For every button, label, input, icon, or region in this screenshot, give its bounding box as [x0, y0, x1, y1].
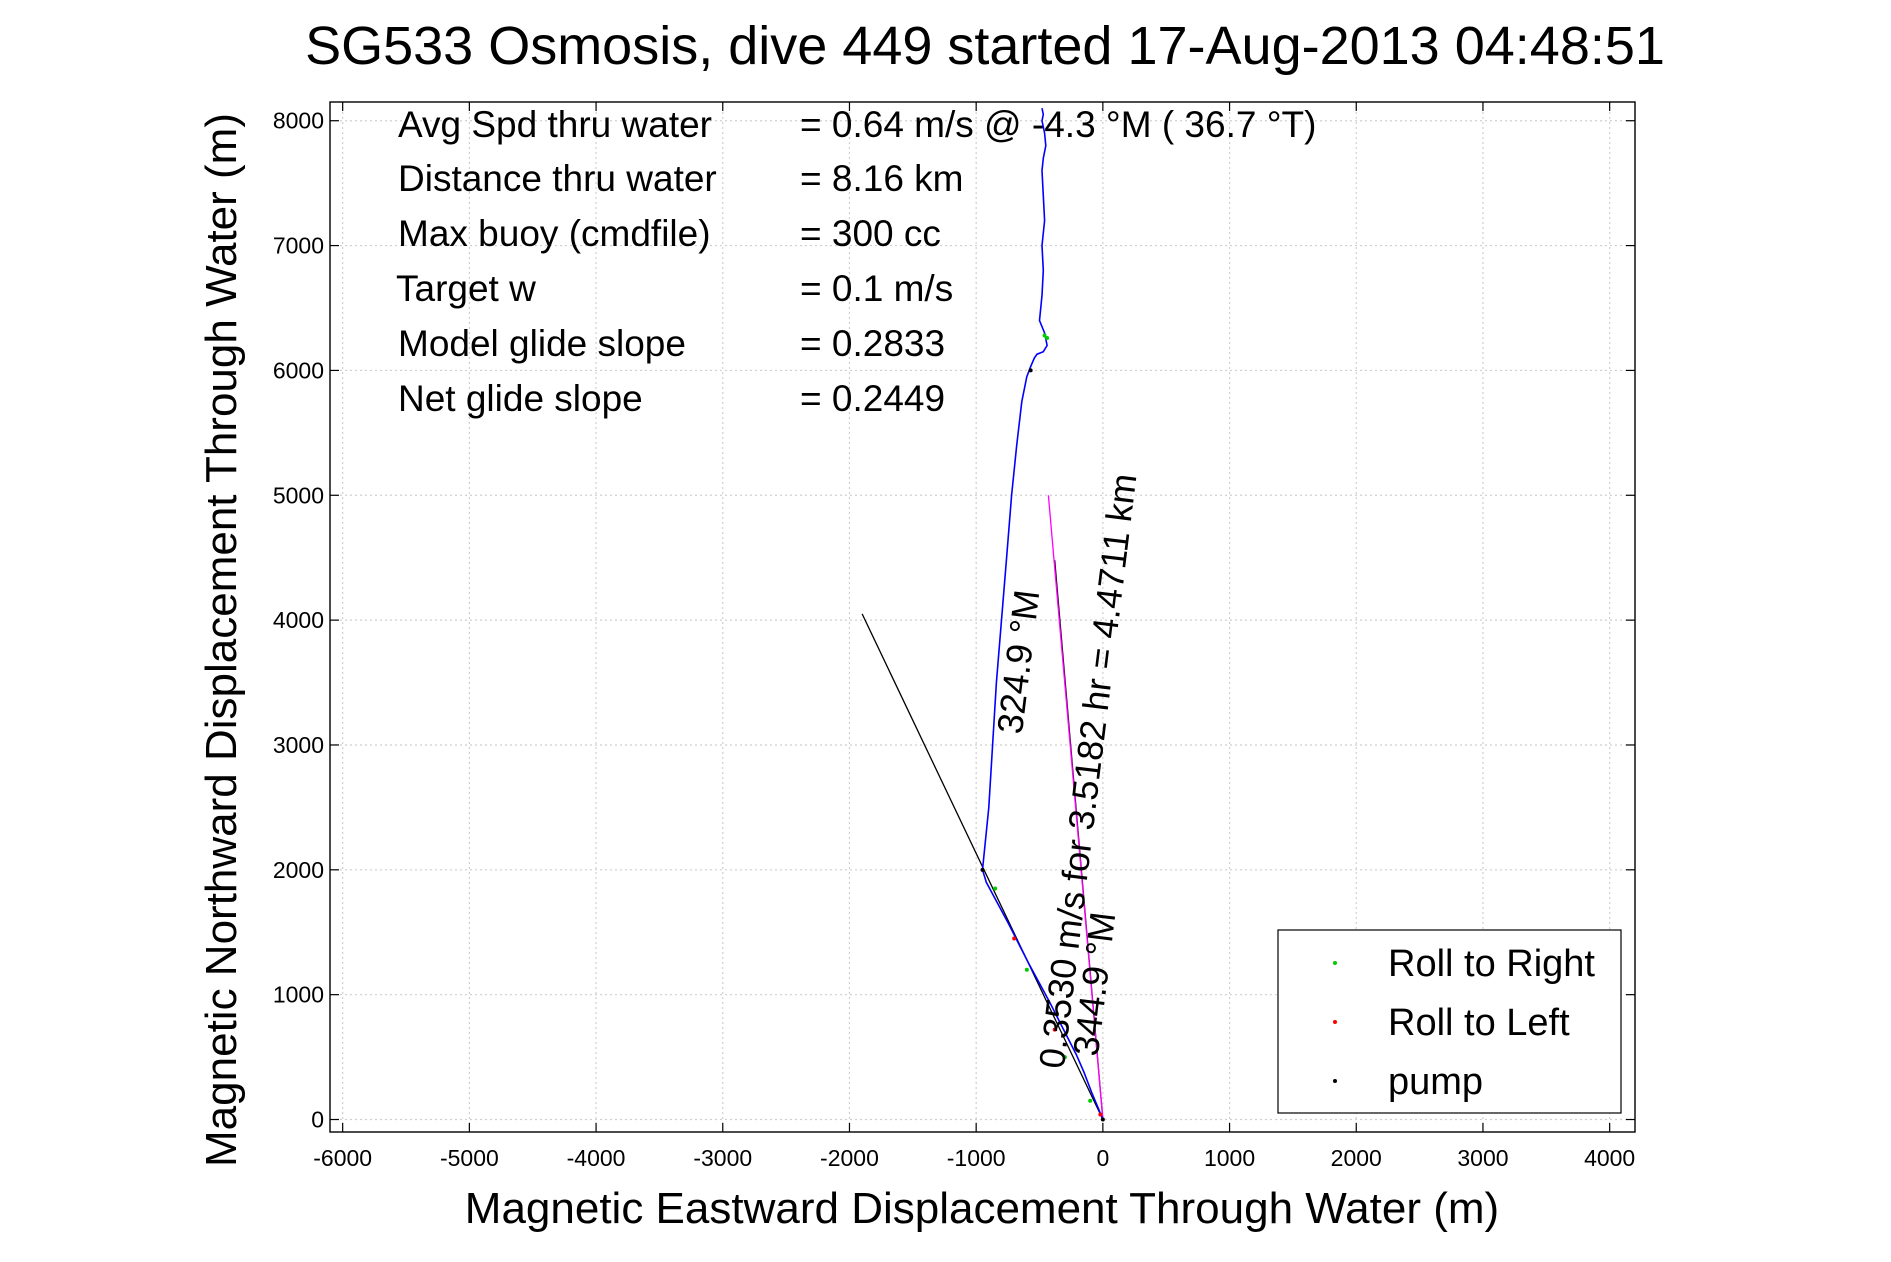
info-label-max-buoy: Max buoy (cmdfile) [398, 213, 711, 254]
info-value-target-w: = 0.1 m/s [800, 268, 953, 309]
legend-label-pump: pump [1388, 1061, 1483, 1103]
current-vector [1047, 495, 1104, 1120]
marker-roll-to-right [993, 886, 998, 891]
marker-roll-to-right [1024, 967, 1029, 972]
y-tick-label: 4000 [273, 607, 324, 633]
info-value-model-glide: = 0.2833 [800, 323, 945, 364]
x-tick-label: -3000 [693, 1145, 752, 1171]
legend-marker-roll-left [1333, 1020, 1337, 1024]
x-tick-label: 2000 [1331, 1145, 1382, 1171]
info-label-net-glide: Net glide slope [398, 378, 643, 419]
marker-roll-to-right [1045, 335, 1050, 340]
info-value-avg-speed: = 0.64 m/s @ -4.3 °M ( 36.7 °T) [800, 104, 1316, 145]
legend-marker-roll-right [1333, 961, 1337, 965]
x-axis-title: Magnetic Eastward Displacement Through W… [465, 1184, 1499, 1233]
x-tick-label: 3000 [1457, 1145, 1508, 1171]
info-label-model-glide: Model glide slope [398, 323, 686, 364]
info-box: Avg Spd thru water = 0.64 m/s @ -4.3 °M … [396, 104, 1316, 419]
x-tick-label: 1000 [1204, 1145, 1255, 1171]
y-tick-label: 8000 [273, 108, 324, 134]
axis-ticks: -6000 -5000 -4000 -3000 -2000 -1000 0 1000 2000 3… [273, 102, 1635, 1171]
x-tick-label: -5000 [440, 1145, 499, 1171]
info-label-target-w: Target w [396, 268, 536, 309]
y-tick-label: 2000 [273, 857, 324, 883]
x-tick-label: -2000 [820, 1145, 879, 1171]
marker-roll-to-right [1042, 333, 1047, 338]
y-tick-label: 6000 [273, 357, 324, 383]
legend-marker-pump [1333, 1079, 1337, 1083]
marker-pump [980, 867, 985, 872]
chart-title: SG533 Osmosis, dive 449 started 17-Aug-2… [305, 16, 1665, 76]
annotation-label: 324.9 °M [989, 588, 1047, 736]
marker-pump [1028, 368, 1033, 373]
annotations: 0.3530 m/s for 3.5182 hr = 4.4711 km344.… [989, 471, 1144, 1070]
info-label-avg-speed: Avg Spd thru water [398, 104, 712, 145]
legend: Roll to Right Roll to Left pump [1277, 929, 1622, 1114]
info-value-distance: = 8.16 km [800, 158, 964, 199]
y-tick-label: 3000 [273, 732, 324, 758]
y-tick-label: 7000 [273, 233, 324, 259]
marker-roll-to-left [1098, 1112, 1103, 1117]
legend-label-roll-right: Roll to Right [1388, 943, 1595, 985]
legend-label-roll-left: Roll to Left [1388, 1002, 1570, 1044]
plot-data [861, 108, 1105, 1122]
info-value-max-buoy: = 300 cc [800, 213, 941, 254]
track-line [981, 108, 1104, 1120]
info-value-net-glide: = 0.2449 [800, 378, 945, 419]
marker-roll-to-left [1052, 1027, 1057, 1032]
x-tick-label: 4000 [1584, 1145, 1635, 1171]
y-tick-label: 5000 [273, 482, 324, 508]
marker-roll-to-right [1062, 1055, 1067, 1060]
x-tick-label: -6000 [313, 1145, 372, 1171]
grid [330, 102, 1635, 1132]
y-tick-label: 1000 [273, 982, 324, 1008]
y-tick-label: 0 [311, 1107, 324, 1133]
x-tick-label: 0 [1096, 1145, 1109, 1171]
marker-roll-to-right [1088, 1098, 1093, 1103]
x-tick-label: -1000 [947, 1145, 1006, 1171]
info-label-distance: Distance thru water [398, 158, 717, 199]
marker-pump [1100, 1117, 1105, 1122]
plot-area [329, 101, 1636, 1133]
marker-roll-to-left [1012, 936, 1017, 941]
y-axis-title: Magnetic Northward Displacement Through … [197, 113, 246, 1167]
x-tick-label: -4000 [567, 1145, 626, 1171]
